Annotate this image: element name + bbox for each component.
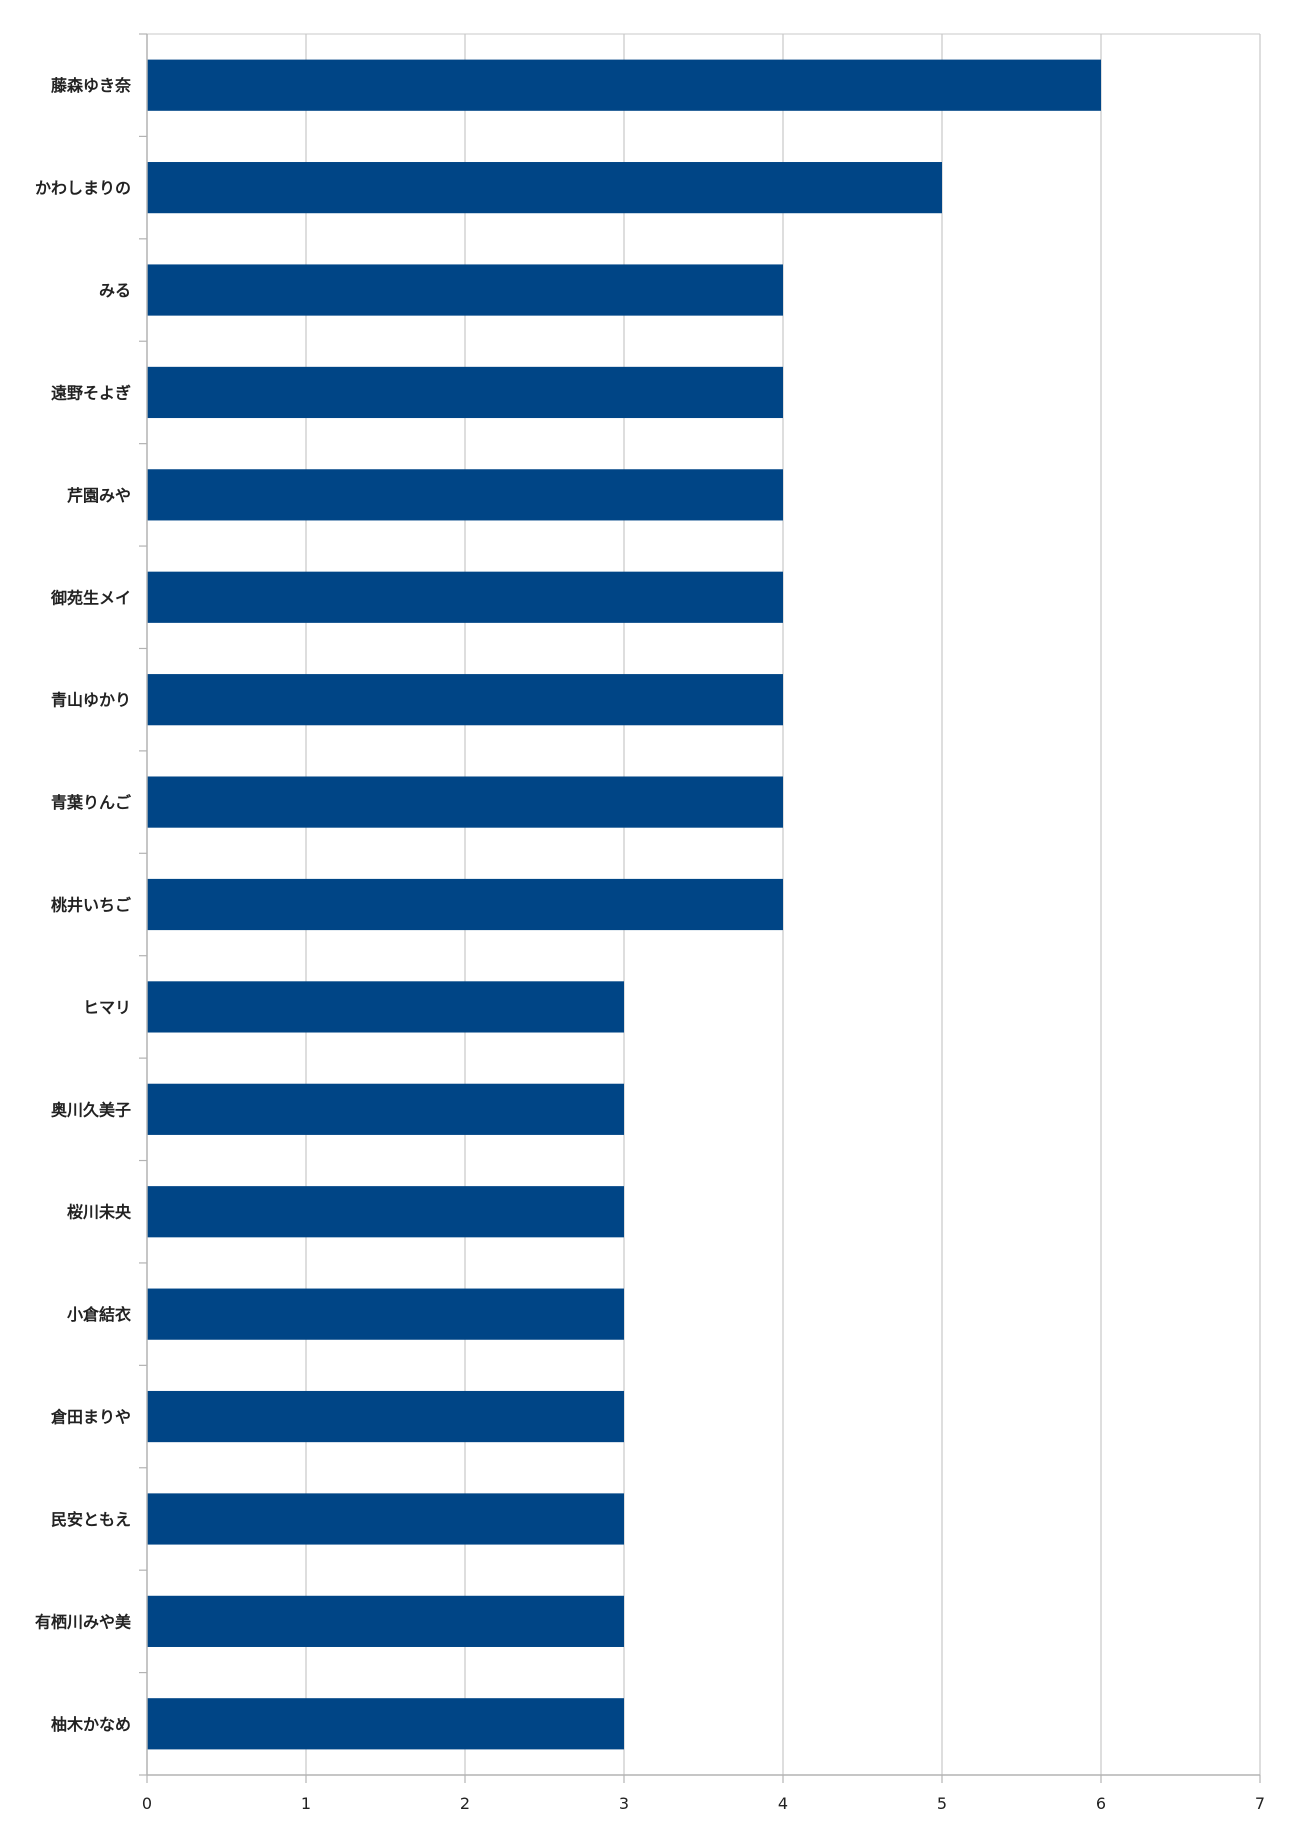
category-label-1: 藤森ゆき奈 (51, 76, 132, 95)
bar-14 (147, 1390, 624, 1443)
category-label-6: 御苑生メイ (50, 588, 131, 607)
bar-5 (147, 469, 783, 521)
category-label-2: かわしまりの (35, 179, 131, 198)
x-tick-labels: 0 1 2 3 4 5 6 7 (142, 1794, 1265, 1813)
bar-15 (147, 1493, 624, 1545)
bar-17 (147, 1698, 624, 1750)
category-label-3: みる (99, 281, 131, 300)
category-label-8: 青葉りんご (51, 793, 131, 812)
bar-7 (147, 674, 783, 726)
x-tick-label-1: 1 (301, 1794, 311, 1813)
bar-4 (147, 366, 783, 419)
category-label-7: 青山ゆかり (51, 691, 131, 710)
x-tick-label-3: 3 (619, 1794, 629, 1813)
bar-3 (147, 264, 783, 316)
x-tick-label-5: 5 (937, 1794, 947, 1813)
bar-2 (147, 162, 942, 214)
bar-10 (147, 981, 624, 1033)
bar-6 (147, 571, 783, 623)
bar-12 (147, 1186, 624, 1238)
category-label-11: 奥川久美子 (51, 1100, 131, 1119)
category-label-9: 桃井いちご (51, 896, 131, 915)
bar-11 (147, 1083, 624, 1135)
bars (147, 59, 1101, 1750)
category-label-12: 桜川未央 (67, 1203, 132, 1222)
category-label-17: 柚木かなめ (51, 1715, 131, 1734)
x-tick-label-7: 7 (1255, 1794, 1265, 1813)
x-tick-label-0: 0 (142, 1794, 152, 1813)
bar-16 (147, 1595, 624, 1647)
category-label-4: 遠野そよぎ (51, 383, 131, 402)
category-label-5: 芹園みや (67, 486, 131, 505)
x-tick-label-6: 6 (1096, 1794, 1106, 1813)
category-labels: 藤森ゆき奈かわしまりのみる遠野そよぎ芹園みや御苑生メイ青山ゆかり青葉りんご桃井い… (35, 76, 132, 1734)
bar-9 (147, 878, 783, 931)
bar-8 (147, 776, 783, 828)
x-tick-label-2: 2 (460, 1794, 470, 1813)
bar-13 (147, 1288, 624, 1340)
category-label-16: 有栖川みや美 (35, 1612, 132, 1631)
category-label-10: ヒマリ (83, 998, 131, 1017)
category-label-13: 小倉結衣 (67, 1305, 131, 1324)
axes (139, 33, 1261, 1783)
x-tick-label-4: 4 (778, 1794, 788, 1813)
bar-1 (147, 59, 1101, 111)
category-label-14: 倉田まりや (50, 1408, 131, 1427)
category-label-15: 民安ともえ (51, 1510, 131, 1529)
